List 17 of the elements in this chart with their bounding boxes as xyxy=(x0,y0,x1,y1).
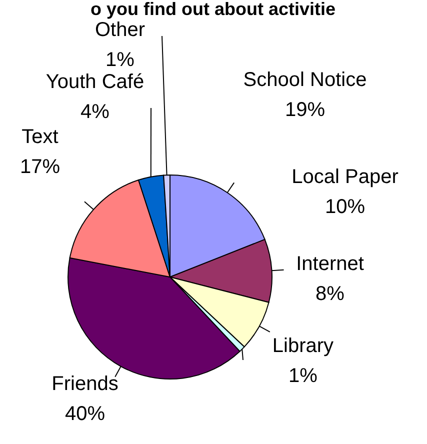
slice-label: Local Paper xyxy=(292,166,399,188)
data-label: 8% xyxy=(316,283,345,305)
slice-label: Internet xyxy=(296,253,364,275)
slice-label: Youth Café xyxy=(46,71,144,93)
data-label: 1% xyxy=(288,365,318,387)
data-label: 1% xyxy=(106,49,135,71)
legend-label: Library xyxy=(272,335,334,357)
slice-label: Text xyxy=(22,126,59,148)
data-label: 19% xyxy=(284,99,326,121)
data-label: 10% xyxy=(324,196,366,218)
data-label: 4% xyxy=(80,101,110,123)
data-label: 40% xyxy=(64,403,106,425)
data-label: 17% xyxy=(20,156,60,178)
slice-label: School Notice xyxy=(243,69,367,91)
slice-label: Friends xyxy=(52,373,118,395)
chart-title: o you find out about activitie xyxy=(90,0,336,19)
slice-label: Other xyxy=(94,19,146,41)
